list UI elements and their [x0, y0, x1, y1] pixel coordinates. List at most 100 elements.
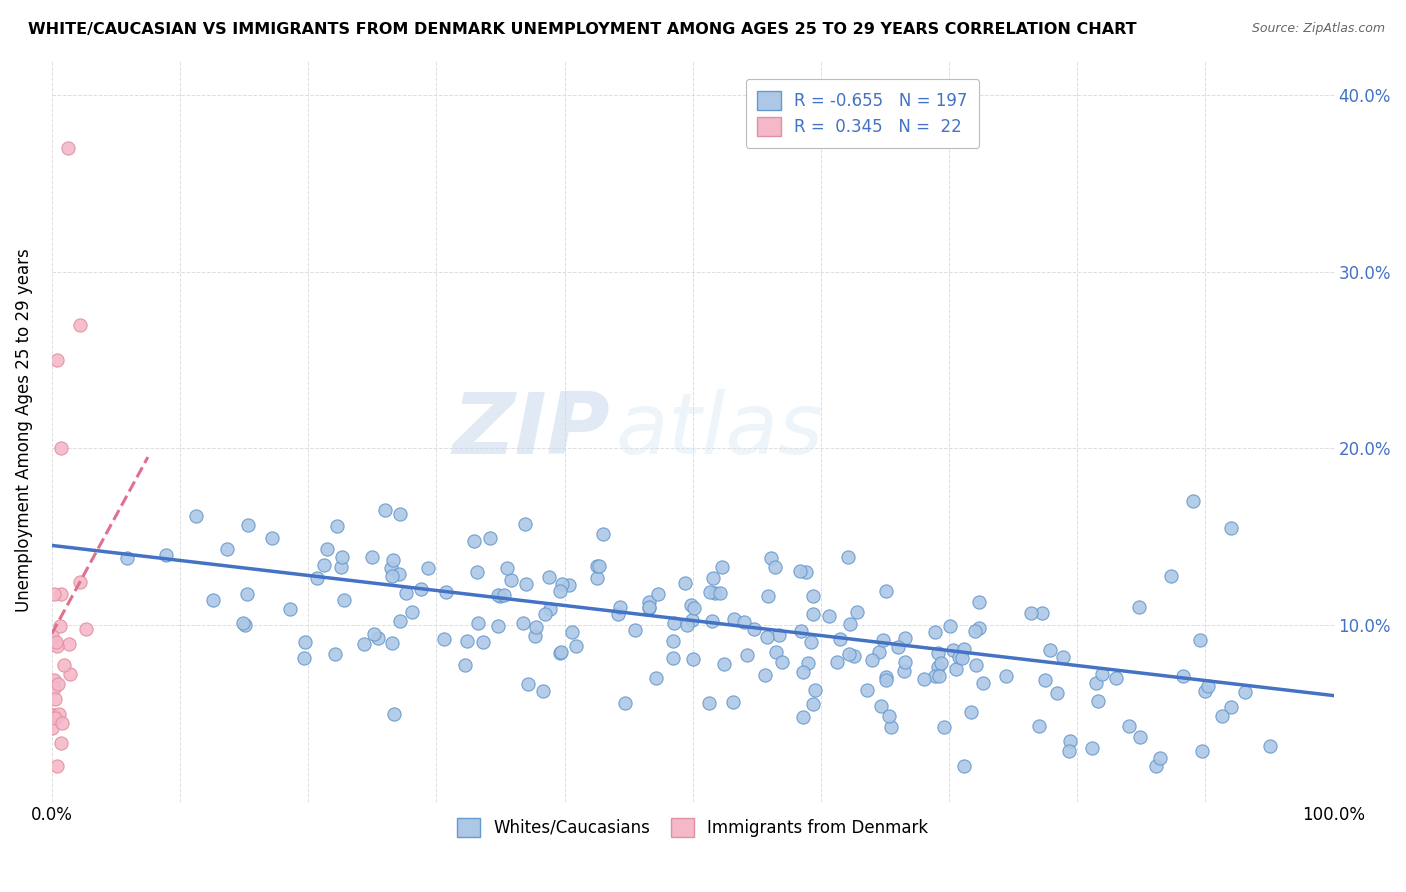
Point: [1128, 600, 1150, 615]
Point: [838, 616, 860, 631]
Point: [333, 592, 356, 607]
Point: [662, 616, 685, 631]
Point: [389, 614, 412, 628]
Point: [561, 624, 583, 639]
Point: [381, 553, 404, 567]
Point: [233, 617, 256, 632]
Point: [1258, 739, 1281, 754]
Point: [1091, 666, 1114, 681]
Point: [928, 669, 950, 683]
Point: [1233, 685, 1256, 699]
Point: [609, 599, 631, 614]
Point: [517, 677, 540, 691]
Point: [433, 632, 456, 646]
Point: [761, 551, 783, 566]
Point: [1087, 694, 1109, 708]
Point: [756, 630, 779, 644]
Point: [69, 574, 91, 589]
Point: [770, 655, 793, 669]
Point: [893, 631, 915, 645]
Point: [434, 585, 457, 599]
Point: [564, 640, 586, 654]
Point: [305, 571, 328, 585]
Point: [1057, 744, 1080, 758]
Point: [682, 652, 704, 666]
Point: [681, 613, 703, 627]
Point: [494, 588, 516, 602]
Point: [1160, 569, 1182, 583]
Point: [49, 587, 72, 601]
Point: [711, 559, 734, 574]
Point: [818, 609, 841, 624]
Point: [58, 637, 80, 651]
Point: [314, 558, 336, 573]
Point: [294, 635, 316, 649]
Point: [697, 697, 720, 711]
Point: [733, 615, 755, 629]
Point: [763, 560, 786, 574]
Point: [592, 526, 614, 541]
Point: [794, 565, 817, 579]
Point: [875, 673, 897, 687]
Point: [929, 656, 952, 670]
Point: [479, 531, 502, 545]
Point: [945, 663, 967, 677]
Point: [1046, 685, 1069, 699]
Point: [872, 633, 894, 648]
Point: [644, 671, 666, 685]
Point: [550, 644, 572, 658]
Point: [1084, 675, 1107, 690]
Point: [48, 707, 70, 722]
Point: [702, 571, 724, 585]
Point: [880, 720, 903, 734]
Point: [42, 708, 65, 723]
Point: [681, 598, 703, 612]
Point: [673, 576, 696, 591]
Point: [463, 533, 485, 548]
Point: [523, 629, 546, 643]
Point: [53, 657, 76, 672]
Point: [278, 601, 301, 615]
Point: [662, 651, 685, 665]
Point: [1129, 730, 1152, 744]
Point: [1052, 650, 1074, 665]
Point: [326, 519, 349, 533]
Point: [828, 632, 851, 647]
Point: [1149, 751, 1171, 765]
Point: [939, 619, 962, 633]
Point: [1019, 607, 1042, 621]
Point: [1039, 643, 1062, 657]
Point: [846, 605, 869, 619]
Point: [894, 655, 917, 669]
Point: [75, 622, 97, 636]
Point: [614, 696, 637, 710]
Point: [499, 573, 522, 587]
Point: [45, 353, 67, 368]
Point: [41, 722, 63, 736]
Point: [548, 584, 571, 599]
Point: [330, 550, 353, 565]
Point: [754, 668, 776, 682]
Point: [637, 601, 659, 615]
Point: [524, 620, 547, 634]
Point: [381, 569, 404, 583]
Point: [537, 570, 560, 584]
Point: [607, 607, 630, 622]
Point: [792, 710, 814, 724]
Point: [456, 634, 478, 648]
Point: [855, 682, 877, 697]
Point: [395, 586, 418, 600]
Point: [967, 622, 990, 636]
Point: [551, 577, 574, 591]
Point: [418, 561, 440, 575]
Point: [1197, 679, 1219, 693]
Point: [472, 634, 495, 648]
Point: [389, 507, 412, 521]
Point: [875, 670, 897, 684]
Point: [486, 619, 509, 633]
Point: [1194, 684, 1216, 698]
Point: [1144, 759, 1167, 773]
Point: [515, 576, 537, 591]
Point: [967, 595, 990, 609]
Point: [374, 503, 396, 517]
